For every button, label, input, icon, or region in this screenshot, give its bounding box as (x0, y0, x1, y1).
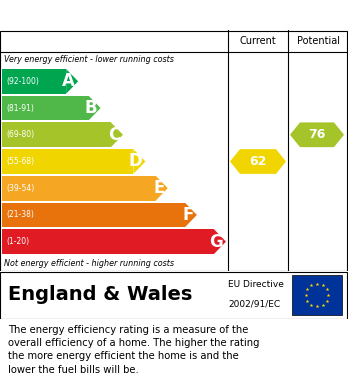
Text: A: A (62, 72, 75, 90)
Bar (2, 176, 156, 201)
Polygon shape (185, 203, 197, 227)
Text: D: D (129, 152, 142, 170)
Text: (1-20): (1-20) (6, 237, 29, 246)
Text: Very energy efficient - lower running costs: Very energy efficient - lower running co… (4, 56, 174, 65)
Text: 62: 62 (249, 155, 267, 168)
Polygon shape (156, 176, 168, 201)
Text: The energy efficiency rating is a measure of the
overall efficiency of a home. T: The energy efficiency rating is a measur… (8, 325, 260, 375)
Text: England & Wales: England & Wales (8, 285, 192, 305)
Text: Not energy efficient - higher running costs: Not energy efficient - higher running co… (4, 258, 174, 267)
Text: Energy Efficiency Rating: Energy Efficiency Rating (8, 7, 218, 23)
Bar (2, 203, 185, 227)
Text: (39-54): (39-54) (6, 184, 34, 193)
Text: (21-38): (21-38) (6, 210, 34, 219)
Text: 2002/91/EC: 2002/91/EC (228, 299, 280, 308)
Text: B: B (85, 99, 97, 117)
Text: 76: 76 (308, 128, 326, 141)
Text: E: E (153, 179, 165, 197)
Text: C: C (108, 126, 120, 144)
Text: (92-100): (92-100) (6, 77, 39, 86)
Polygon shape (133, 149, 145, 174)
Bar (2, 149, 133, 174)
Text: Potential: Potential (296, 36, 340, 46)
Bar (2, 69, 66, 94)
Bar (2, 122, 111, 147)
Text: (55-68): (55-68) (6, 157, 34, 166)
Bar (2, 96, 88, 120)
Polygon shape (214, 229, 226, 254)
Text: EU Directive: EU Directive (228, 280, 284, 289)
Text: F: F (182, 206, 194, 224)
Text: G: G (209, 233, 223, 251)
Polygon shape (66, 69, 78, 94)
Polygon shape (88, 96, 101, 120)
Polygon shape (290, 122, 344, 147)
Bar (2, 229, 214, 254)
Polygon shape (111, 122, 123, 147)
Polygon shape (230, 149, 286, 174)
Text: (81-91): (81-91) (6, 104, 34, 113)
Bar (292, 275, 342, 315)
Text: Current: Current (240, 36, 276, 46)
Text: (69-80): (69-80) (6, 130, 34, 139)
